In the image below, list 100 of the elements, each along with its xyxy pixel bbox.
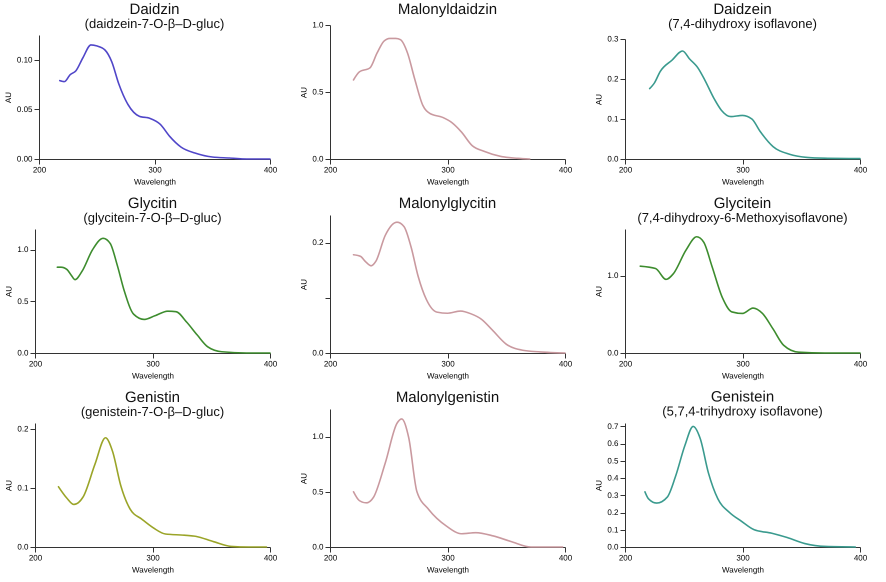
x-axis-title: Wavelength xyxy=(427,372,469,380)
line-series xyxy=(58,44,271,160)
y-tick-label: 0.0 xyxy=(607,154,620,164)
y-tick-label: 0.0 xyxy=(607,348,620,358)
x-axis-title: Wavelength xyxy=(132,566,174,574)
line-series xyxy=(352,418,564,548)
line-series xyxy=(644,426,856,548)
chart-title: Glycitin xyxy=(128,195,178,212)
x-tick-label: 200 xyxy=(28,554,43,562)
y-tick-label: 0.1 xyxy=(17,483,30,492)
line-series xyxy=(352,221,566,354)
y-tick-label: 1.0 xyxy=(607,271,620,280)
x-tick-label: 400 xyxy=(854,166,868,174)
y-tick-label: 1.0 xyxy=(312,20,324,30)
y-tick-label: 0.00 xyxy=(16,154,34,164)
y-tick-label: 0.5 xyxy=(607,456,620,466)
x-tick-label: 400 xyxy=(558,360,573,368)
y-tick-label: 0.2 xyxy=(312,238,324,248)
y-tick-label: 0.3 xyxy=(607,34,620,44)
y-tick-label: 0.4 xyxy=(607,474,620,483)
x-tick-label: 400 xyxy=(264,166,278,174)
x-tick-label: 400 xyxy=(854,554,868,562)
y-axis-title: AU xyxy=(4,92,13,104)
y-tick-label: 0.0 xyxy=(17,542,30,552)
x-tick-label: 400 xyxy=(558,166,573,174)
y-tick-label: 0.7 xyxy=(607,422,620,431)
y-axis-title: AU xyxy=(594,286,604,298)
x-tick-label: 300 xyxy=(146,554,160,562)
x-axis-title: Wavelength xyxy=(722,372,764,380)
line-series xyxy=(352,38,531,160)
y-tick-label: 0.2 xyxy=(17,424,30,434)
chart-subtitle: (7,4-dihydroxy-6-Methoxyisoflavone) xyxy=(637,210,848,225)
y-axis-title: AU xyxy=(4,286,14,298)
chart-subtitle: (glycitein-7-O-β–D-gluc) xyxy=(83,210,222,225)
x-tick-label: 200 xyxy=(324,554,338,562)
y-tick-label: 1.0 xyxy=(17,245,30,254)
y-tick-label: 0.0 xyxy=(17,348,30,358)
line-series xyxy=(58,436,268,548)
x-tick-label: 300 xyxy=(736,360,750,368)
y-tick-label: 0.6 xyxy=(607,439,620,448)
y-tick-label: 0.1 xyxy=(607,114,620,124)
chart-title: Genistin xyxy=(124,389,180,406)
y-axis-title: AU xyxy=(299,472,308,484)
y-tick-label: 0.5 xyxy=(312,88,324,96)
line-series xyxy=(639,236,861,354)
x-axis-title: Wavelength xyxy=(722,178,764,186)
x-tick-label: 200 xyxy=(618,166,633,174)
x-tick-label: 200 xyxy=(618,554,633,562)
y-tick-label: 0.0 xyxy=(312,348,324,358)
chart-title: Glycitein xyxy=(714,195,772,212)
chart-title: Malonylglycitin xyxy=(398,195,496,212)
chart-subtitle: (7,4-dihydroxy isoflavone) xyxy=(668,16,817,31)
x-tick-label: 300 xyxy=(148,166,162,174)
x-tick-label: 400 xyxy=(264,554,278,562)
x-tick-label: 200 xyxy=(32,166,47,174)
x-axis-title: Wavelength xyxy=(134,178,176,186)
x-tick-label: 300 xyxy=(441,166,456,174)
x-axis-title: Wavelength xyxy=(132,372,174,380)
chart-title: Daidzin xyxy=(129,1,180,18)
y-axis-title: AU xyxy=(594,480,604,492)
y-tick-label: 0.10 xyxy=(16,55,34,64)
x-tick-label: 400 xyxy=(854,360,868,368)
y-axis-title: AU xyxy=(299,278,308,290)
y-tick-label: 0.3 xyxy=(607,490,620,500)
y-axis-title: AU xyxy=(594,94,604,106)
y-tick-label: 0.5 xyxy=(312,487,324,496)
x-axis-title: Wavelength xyxy=(427,566,469,574)
x-tick-label: 300 xyxy=(441,554,456,562)
x-tick-label: 300 xyxy=(441,360,456,368)
x-tick-label: 200 xyxy=(324,360,338,368)
x-axis-title: Wavelength xyxy=(722,566,764,574)
line-series xyxy=(56,238,271,354)
chart-subtitle: (5,7,4-trihydroxy isoflavone) xyxy=(662,403,823,418)
y-tick-label: 0.1 xyxy=(607,525,620,534)
x-tick-label: 300 xyxy=(736,554,750,562)
y-tick-label: 0.2 xyxy=(607,508,620,518)
x-tick-label: 200 xyxy=(28,360,43,368)
y-tick-label: 0.0 xyxy=(312,154,324,164)
y-tick-label: 0.0 xyxy=(607,542,620,552)
chart-subtitle: (daidzein-7-O-β–D-gluc) xyxy=(84,16,224,31)
x-tick-label: 300 xyxy=(736,166,750,174)
chart-title: Malonyldaidzin xyxy=(398,1,498,18)
chart-title: Malonylgenistin xyxy=(396,389,500,406)
chart-title: Genistein xyxy=(710,388,774,406)
y-tick-label: 0.2 xyxy=(607,74,620,84)
x-tick-label: 200 xyxy=(618,360,633,368)
chart-title: Daidzein xyxy=(713,1,772,18)
x-tick-label: 300 xyxy=(146,360,160,368)
chart-subtitle: (genistein-7-O-β–D-gluc) xyxy=(80,404,224,419)
y-tick-label: 0.05 xyxy=(16,104,34,114)
y-tick-label: 1.0 xyxy=(312,432,324,442)
x-tick-label: 400 xyxy=(558,554,573,562)
x-tick-label: 200 xyxy=(324,166,338,174)
x-tick-label: 400 xyxy=(264,360,278,368)
y-tick-label: 0.5 xyxy=(17,296,30,306)
y-axis-title: AU xyxy=(299,86,308,98)
y-tick-label: 0.0 xyxy=(312,542,324,552)
x-axis-title: Wavelength xyxy=(427,178,469,186)
line-series xyxy=(648,50,861,160)
y-axis-title: AU xyxy=(4,480,14,492)
